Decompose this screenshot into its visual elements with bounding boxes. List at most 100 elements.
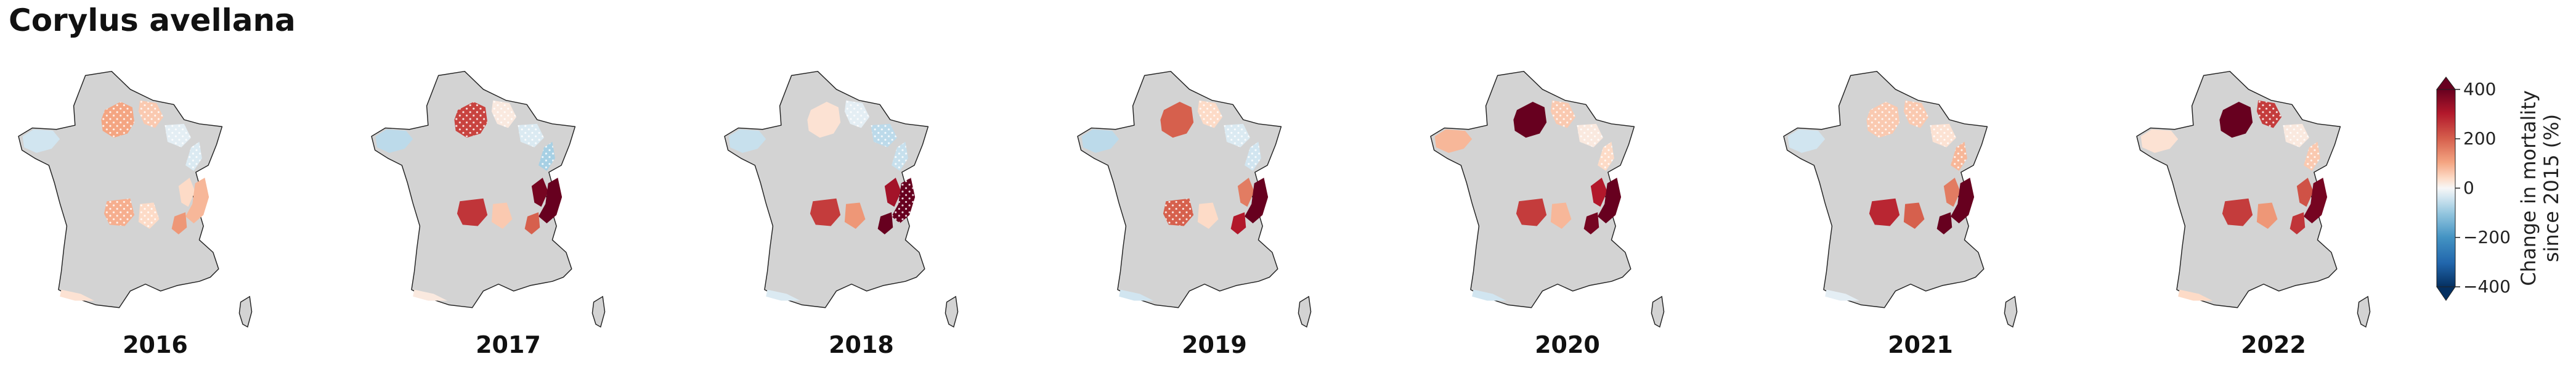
region-aquitaine xyxy=(1119,289,1154,301)
region-hatch-lorraine xyxy=(165,123,191,147)
region-brittany xyxy=(1434,129,1473,153)
region-ile-de-france xyxy=(2219,101,2253,138)
region-hatch-massif-central xyxy=(104,198,135,226)
region-hatch-champagne xyxy=(1903,100,1929,128)
region-vosges xyxy=(178,178,195,207)
region-hatch-champagne xyxy=(138,100,164,128)
region-aquitaine xyxy=(2178,289,2213,301)
region-hatch-alsace xyxy=(1598,141,1614,171)
region-aquitaine xyxy=(60,289,95,301)
colorbar-tick-label: 200 xyxy=(2463,128,2496,149)
corsica-outline xyxy=(945,295,959,328)
colorbar-tick-label: 400 xyxy=(2463,79,2496,99)
year-label-2018: 2018 xyxy=(829,331,894,358)
map-panel-2018 xyxy=(724,70,959,328)
region-massif-central xyxy=(1869,198,1900,226)
region-hatch-alsace xyxy=(538,141,555,171)
region-massif-central xyxy=(810,198,841,226)
region-jura xyxy=(2304,178,2328,224)
region-limousin xyxy=(2256,202,2278,229)
region-northern-alps xyxy=(1936,212,1952,234)
corsica-outline xyxy=(1298,295,1312,328)
year-label-2020: 2020 xyxy=(1535,331,1600,358)
region-brittany xyxy=(375,129,413,153)
region-ile-de-france xyxy=(807,101,841,138)
year-label-2022: 2022 xyxy=(2241,331,2306,358)
region-vosges xyxy=(2296,178,2314,207)
colorbar-gradient xyxy=(2436,89,2456,287)
region-northern-alps xyxy=(1583,212,1599,234)
region-hatch-champagne xyxy=(1197,100,1223,128)
region-hatch-alsace xyxy=(1245,141,1261,171)
region-hatch-lorraine xyxy=(518,123,544,147)
map-panel-2020 xyxy=(1430,70,1665,328)
region-hatch-alsace xyxy=(185,141,202,171)
region-hatch-champagne xyxy=(844,100,870,128)
corsica-outline xyxy=(2004,295,2018,328)
map-panel-2021 xyxy=(1783,70,2018,328)
region-brittany xyxy=(22,129,60,153)
region-limousin xyxy=(1550,202,1572,229)
region-massif-central xyxy=(2222,198,2253,226)
region-vosges xyxy=(1590,178,1607,207)
colorbar-tick-label: −200 xyxy=(2463,227,2511,247)
region-hatch-limousin xyxy=(138,202,160,229)
region-massif-central xyxy=(457,198,488,226)
region-massif-central xyxy=(1516,198,1547,226)
region-limousin xyxy=(1197,202,1219,229)
corsica-outline xyxy=(1651,295,1665,328)
region-brittany xyxy=(2140,129,2179,153)
region-hatch-champagne xyxy=(1550,100,1576,128)
colorbar-tick-label: −400 xyxy=(2463,276,2511,297)
year-label-2016: 2016 xyxy=(123,331,188,358)
region-vosges xyxy=(1943,178,1960,207)
colorbar-label-line1: Change in mortality xyxy=(2517,90,2540,286)
year-label-2021: 2021 xyxy=(1888,331,1953,358)
region-vosges xyxy=(884,178,901,207)
year-label-2017: 2017 xyxy=(476,331,541,358)
region-hatch-champagne xyxy=(2256,100,2282,128)
map-panel-2019 xyxy=(1077,70,1312,328)
region-aquitaine xyxy=(1825,289,1860,301)
region-hatch-alsace xyxy=(892,141,908,171)
region-hatch-champagne xyxy=(491,100,517,128)
region-hatch-massif-central xyxy=(1163,198,1194,226)
colorbar-tick-label: 0 xyxy=(2463,178,2474,198)
region-hatch-lorraine xyxy=(1930,123,1956,147)
region-hatch-jura xyxy=(892,178,916,224)
region-limousin xyxy=(491,202,513,229)
region-hatch-alsace xyxy=(2304,141,2320,171)
region-jura xyxy=(1598,178,1622,224)
region-hatch-lorraine xyxy=(2283,123,2309,147)
corsica-outline xyxy=(238,295,253,328)
region-hatch-alsace xyxy=(1951,141,1967,171)
region-jura xyxy=(538,178,563,224)
region-jura xyxy=(1245,178,1269,224)
region-northern-alps xyxy=(2290,212,2306,234)
region-aquitaine xyxy=(1472,289,1507,301)
colorbar: 400 200 0 −200 −400 Change in mortality sinc… xyxy=(2436,76,2563,301)
colorbar-extend-bottom xyxy=(2436,286,2456,301)
region-northern-alps xyxy=(877,212,893,234)
region-jura xyxy=(1951,178,1975,224)
corsica-outline xyxy=(2357,295,2371,328)
region-hatch-ile-de-france xyxy=(101,101,135,138)
region-brittany xyxy=(1081,129,1119,153)
map-panel-2017 xyxy=(371,70,606,328)
region-northern-alps xyxy=(171,212,187,234)
region-limousin xyxy=(1903,202,1925,229)
region-northern-alps xyxy=(524,212,540,234)
region-ile-de-france xyxy=(1160,101,1194,138)
region-hatch-lorraine xyxy=(1224,123,1250,147)
region-brittany xyxy=(1787,129,1826,153)
map-panel-2022 xyxy=(2136,70,2371,328)
region-aquitaine xyxy=(413,289,448,301)
map-panel-2016 xyxy=(18,70,253,328)
region-hatch-ile-de-france xyxy=(1866,101,1900,138)
region-vosges xyxy=(1237,178,1254,207)
region-vosges xyxy=(531,178,548,207)
colorbar-label-line2: since 2015 (%) xyxy=(2540,114,2563,262)
region-aquitaine xyxy=(766,289,801,301)
corsica-outline xyxy=(591,295,606,328)
